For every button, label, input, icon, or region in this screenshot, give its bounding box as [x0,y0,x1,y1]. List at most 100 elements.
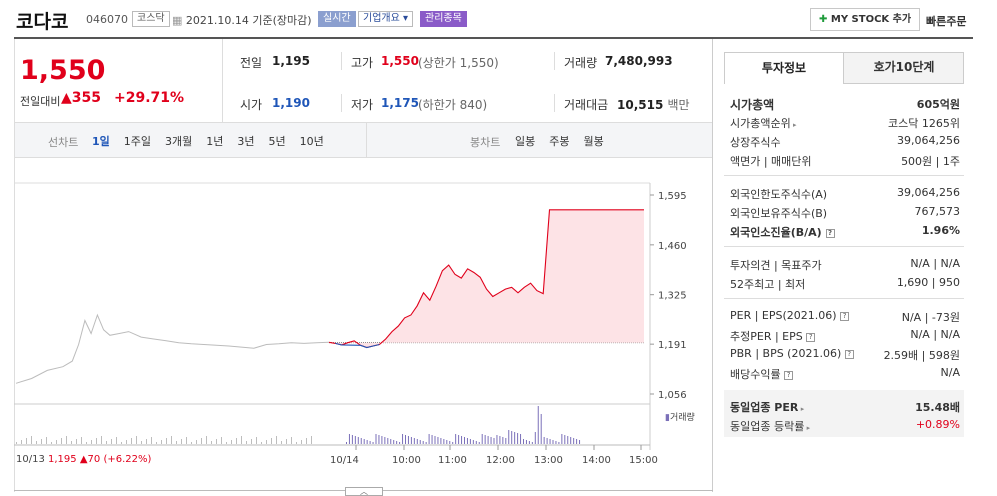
help-icon[interactable]: ? [825,228,835,238]
realtime-tag[interactable]: 실시간 [318,11,356,27]
foreign-hold-value: 767,573 [914,205,961,218]
volume-bar [543,437,545,444]
volume-bar [393,440,395,444]
prev-value: 1,195 [272,54,310,68]
y-tick-label: 1,056 [658,390,687,401]
stock-code: 046070 [86,13,128,26]
candle-tab-0[interactable]: 일봉 [515,135,536,148]
help-icon[interactable]: ? [844,349,854,359]
period-tab-2[interactable]: 3개월 [165,135,193,148]
volume-bar [141,441,142,444]
volume-bar [434,436,436,444]
volume-bar [537,406,539,444]
opinion-label: 투자의견 | 목표주가 [730,259,822,272]
open-label: 시가 [240,98,263,112]
period-tab-4[interactable]: 3년 [237,135,255,148]
volume-bar [481,434,483,444]
period-tab-0[interactable]: 1일 [92,135,110,148]
prev-day-line [15,313,330,384]
volume-bar [419,440,421,444]
volume-bar [523,439,524,444]
volume-bar [291,437,292,444]
volume-bar [346,442,347,444]
pbr-value: 2.59배 | 598원 [883,349,960,362]
volume-bar [487,436,489,444]
volume-bar [357,437,359,444]
volume-bar [116,437,117,444]
company-overview-button[interactable]: 기업개요 ▾ [358,11,413,27]
intraday-line-below-base [335,342,380,349]
volume-bar [534,432,536,444]
volume-bar [121,442,122,444]
market-tag: 코스닥 [132,11,170,27]
volume-bar [311,436,312,444]
mcap-value: 605억원 [916,98,960,111]
volume-bar [517,433,519,444]
intraday-area [329,209,644,348]
period-tab-3[interactable]: 1년 [206,135,224,148]
x-tick-label: 14:00 [582,455,611,466]
x-tick-label: 12:00 [486,455,515,466]
volume-bar [570,437,572,444]
volume-bar [360,438,362,444]
industry-rate-value: +0.89% [915,418,960,431]
date-text: ▦ 2021.10.14 기준(장마감) [172,14,312,27]
volume-bar [413,438,415,444]
intraday-chart: 1,595 1,460 1,325 1,191 1,056 10/14 10:00 11:0… [14,182,687,466]
volume-bar [405,435,406,444]
volume-bar [31,436,32,444]
est-per-value: N/A | N/A [910,328,960,341]
volume-bar [271,438,272,444]
volume-bar [514,432,516,444]
volume-bar [301,440,302,444]
volume-bar [469,439,471,444]
period-tab-5[interactable]: 5년 [268,135,286,148]
volume-bar [443,439,445,444]
quick-order-link[interactable]: 빠른주문 [926,15,967,28]
est-per-label: 추정PER | EPS ? [730,330,816,343]
low-label: 저가 [351,98,374,112]
period-tab-1[interactable]: 1주일 [123,135,152,148]
help-icon[interactable]: ? [784,370,794,380]
volume-bar [256,437,257,444]
mcap-rank-label[interactable]: 시가총액순위 ▸ [730,117,797,130]
help-icon[interactable]: ? [840,311,850,321]
candle-tab-1[interactable]: 주봉 [549,135,570,148]
volume-bar [531,442,533,444]
volume-bar [46,437,47,444]
volume-bar [505,438,507,444]
volume-bar [410,437,412,444]
foreign-ratio-label: 외국인소진율(B/A) ? [730,226,835,239]
volume-bar [81,437,82,444]
volume-bar [296,442,297,444]
industry-per-label[interactable]: 동일업종 PER ▸ [730,401,805,414]
calendar-icon: ▦ [172,14,186,27]
volume-bar [126,440,127,444]
volume-bar [540,414,542,444]
volume-bar [390,439,392,444]
prev-diff-label: 전일대비 [20,95,61,108]
volume-bar [36,441,37,444]
tab-orderbook[interactable]: 호가10단계 [873,60,935,74]
candle-tab-2[interactable]: 월봉 [583,135,604,148]
mystock-add-button[interactable]: ✚ MY STOCK 추가 [810,8,921,31]
volume-bar [573,438,575,444]
volume-bar [369,441,371,444]
x-tick-label: 10/14 [330,455,359,466]
help-icon[interactable]: ? [806,332,816,342]
amount-value: 10,515 백만 [617,98,690,112]
low-limit-note: (하한가 840) [418,98,488,112]
tab-invest-info[interactable]: 투자정보 [724,52,844,84]
volume-bar [91,440,92,444]
volume-bar [458,435,460,444]
volume-bar [16,442,17,444]
period-tab-6[interactable]: 10년 [299,135,324,148]
volume-bar [440,438,442,444]
line-chart-label: 선차트 [48,136,79,149]
low-value: 1,175 [381,96,419,110]
amount-label: 거래대금 [564,98,609,112]
volume-bar [431,435,433,444]
industry-rate-label[interactable]: 동일업종 등락률 ▸ [730,420,811,433]
volume-bar [201,438,202,444]
volume-bar [493,438,495,444]
